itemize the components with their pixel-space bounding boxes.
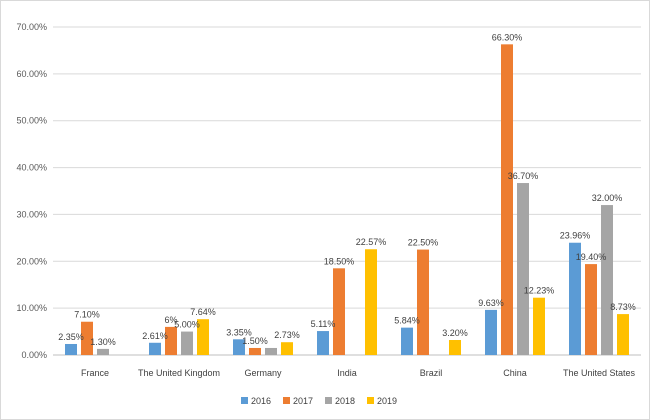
y-tick-label: 50.00% — [16, 116, 47, 126]
category-label-the-united-states: The United States — [563, 368, 636, 378]
data-label-india-2016: 5.11% — [311, 319, 336, 329]
legend-label-2018: 2018 — [335, 396, 355, 406]
gridlines — [53, 26, 641, 356]
bar-germany-2016 — [233, 339, 245, 355]
legend-swatch-2019 — [367, 397, 374, 404]
data-label-france-2017: 7.10% — [74, 310, 100, 320]
data-label-the-united-states-2019: 8.73% — [610, 302, 636, 312]
data-label-brazil-2017: 22.50% — [408, 238, 439, 248]
bar-the-united-states-2017 — [585, 264, 597, 355]
category-label-the-united-kingdom: The United Kingdom — [138, 368, 220, 378]
legend: 2016 2017 2018 2019 — [241, 396, 397, 406]
y-tick-label: 60.00% — [16, 69, 47, 79]
data-label-brazil-2019: 3.20% — [442, 328, 468, 338]
data-label-germany-2017: 1.50% — [242, 336, 268, 346]
data-label-china-2018: 36.70% — [508, 171, 539, 181]
bar-the-united-kingdom-2019 — [197, 319, 209, 355]
y-tick-label: 20.00% — [16, 256, 47, 266]
bar-india-2016 — [317, 331, 329, 355]
bar-germany-2018 — [265, 347, 277, 355]
data-label-germany-2019: 2.73% — [274, 330, 300, 340]
data-label-china-2019: 12.23% — [524, 286, 555, 296]
x-axis-category-labels: France The United Kingdom Germany India Braz… — [81, 368, 636, 378]
y-tick-label: 30.00% — [16, 209, 47, 219]
bar-brazil-2019 — [449, 340, 461, 355]
bar-brazil-2016 — [401, 327, 413, 355]
data-label-france-2016: 2.35% — [58, 332, 84, 342]
data-label-india-2017: 18.50% — [324, 256, 355, 266]
y-tick-label: 10.00% — [16, 303, 47, 313]
y-axis-tick-labels: 0.00% 10.00% 20.00% 30.00% 40.00% 50.00% 60.00… — [16, 22, 47, 360]
category-label-china: China — [503, 368, 527, 378]
bar-germany-2019 — [281, 342, 293, 355]
bar-france-2016 — [65, 343, 77, 355]
category-label-brazil: Brazil — [420, 368, 443, 378]
bar-france-2018 — [97, 348, 109, 355]
y-tick-label: 0.00% — [21, 350, 47, 360]
bars — [65, 44, 629, 355]
legend-label-2017: 2017 — [293, 396, 313, 406]
legend-label-2019: 2019 — [377, 396, 397, 406]
bar-france-2017 — [81, 321, 93, 355]
data-label-the-united-kingdom-2017: 6% — [164, 315, 177, 325]
data-label-the-united-kingdom-2018: 5.00% — [174, 320, 200, 330]
bar-the-united-kingdom-2018 — [181, 331, 193, 355]
legend-swatch-2017 — [283, 397, 290, 404]
bar-india-2019 — [365, 249, 377, 355]
data-label-india-2019: 22.57% — [356, 237, 387, 247]
bar-china-2019 — [533, 297, 545, 355]
data-label-the-united-kingdom-2016: 2.61% — [142, 331, 168, 341]
bar-the-united-states-2016 — [569, 242, 581, 355]
category-label-germany: Germany — [244, 368, 282, 378]
bar-the-united-states-2018 — [601, 205, 613, 355]
data-label-the-united-states-2016: 23.96% — [560, 231, 591, 241]
y-tick-label: 40.00% — [16, 163, 47, 173]
bar-china-2017 — [501, 44, 513, 355]
data-label-the-united-kingdom-2019: 7.64% — [190, 307, 216, 317]
data-label-brazil-2016: 5.84% — [394, 316, 420, 326]
legend-swatch-2016 — [241, 397, 248, 404]
bar-the-united-states-2019 — [617, 314, 629, 355]
bar-china-2016 — [485, 309, 497, 355]
bar-germany-2017 — [249, 347, 261, 355]
data-label-china-2017: 66.30% — [492, 32, 523, 42]
bar-china-2018 — [517, 183, 529, 355]
legend-swatch-2018 — [325, 397, 332, 404]
bar-the-united-kingdom-2016 — [149, 342, 161, 355]
y-tick-label: 70.00% — [16, 22, 47, 32]
legend-label-2016: 2016 — [251, 396, 271, 406]
data-labels: 2.35% 7.10% 1.30% 2.61% 6%5.00% 7.64% 3.35%1.5… — [58, 32, 636, 347]
data-label-china-2016: 9.63% — [478, 298, 504, 308]
data-label-germany-2016: 3.35% — [226, 327, 252, 337]
bar-the-united-kingdom-2017 — [165, 326, 177, 355]
category-label-france: France — [81, 368, 109, 378]
data-label-the-united-states-2018: 32.00% — [592, 193, 623, 203]
bar-brazil-2017 — [417, 249, 429, 355]
data-label-the-united-states-2017: 19.40% — [576, 252, 607, 262]
bar-india-2017 — [333, 268, 345, 355]
data-label-france-2018: 1.30% — [90, 337, 116, 347]
category-label-india: India — [337, 368, 357, 378]
